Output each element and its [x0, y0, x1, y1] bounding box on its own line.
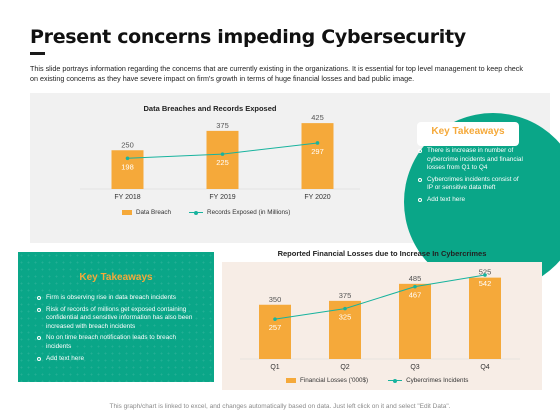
chart1-legend-line-label: Records Exposed (in Millions)	[207, 209, 291, 216]
intro-text: This slide portrays information regardin…	[30, 64, 523, 83]
chart2-line-point-1	[343, 306, 347, 311]
chart1-line-label-0: 198	[121, 162, 134, 171]
chart1-title: Data Breaches and Records Exposed	[143, 104, 277, 113]
chart2-line-label-0: 257	[269, 323, 282, 332]
chart1-bar-2	[301, 123, 334, 189]
chart2-line-label-3: 542	[479, 279, 492, 288]
chart1-tick-label-0: FY 2018	[114, 194, 140, 201]
chart2-plot: 350 Q1 375 Q2 485 Q3 525 Q4 257 325 467 542	[240, 268, 520, 371]
chart2-legend-line-swatch	[388, 378, 403, 383]
chart1-legend-bar-swatch	[122, 210, 132, 215]
chart1-tick-label-2: FY 2020	[304, 194, 330, 201]
chart2-line-label-2: 467	[409, 291, 422, 300]
chart1-legend-bar-label: Data Breach	[136, 209, 172, 216]
list-item: There is increase in number of cybercrim…	[417, 147, 523, 173]
chart2-bar-label-1: 375	[339, 291, 352, 300]
chart1-bar-label-1: 375	[216, 121, 229, 130]
chart1-bar-label-0: 250	[121, 140, 134, 149]
chart2-legend-bar-swatch	[286, 378, 296, 383]
chart2-line-label-1: 325	[339, 313, 352, 322]
chart1-plot: 250 FY 2018 375 FY 2019 425 FY 2020 198 225 297	[80, 113, 360, 201]
chart1-bar-label-2: 425	[311, 113, 324, 122]
title-underline	[30, 52, 45, 55]
chart1-line-label-2: 297	[311, 147, 324, 156]
key-takeaways-left-panel	[18, 252, 214, 382]
chart1-legend: Data Breach Records Exposed (in Millions…	[122, 209, 290, 216]
key-takeaways-left-title: Key Takeaways	[79, 272, 153, 283]
chart1-line-point-0	[125, 156, 130, 161]
chart1-line-point-2	[315, 141, 320, 145]
chart1-line-label-1: 225	[216, 158, 229, 167]
chart1-legend-line-swatch	[189, 210, 204, 215]
key-takeaways-right-title: Key Takeaways	[431, 126, 505, 137]
list-item: Firm is observing rise in data breach in…	[36, 294, 196, 303]
chart2-tick-label-0: Q1	[270, 364, 279, 371]
list-item: Cybercrimes incidents consist of IP or s…	[417, 176, 523, 193]
chart2-legend-line-label: Cybercrimes Incidents	[406, 377, 469, 384]
chart2-bar-label-2: 485	[409, 274, 422, 283]
chart2-line-point-3	[483, 273, 487, 277]
chart2-bar-2	[399, 283, 431, 359]
chart2-legend: Financial Losses ('000$) Cybercrimes Inc…	[286, 377, 468, 384]
key-takeaways-left-list: Firm is observing rise in data breach in…	[36, 294, 196, 366]
chart2-tick-label-1: Q2	[340, 364, 349, 371]
key-takeaways-right-list: There is increase in number of cybercrim…	[417, 147, 523, 208]
chart1-tick-label-1: FY 2019	[209, 194, 235, 201]
chart2-bar-label-0: 350	[269, 295, 282, 304]
chart2-bar-3	[469, 277, 501, 359]
chart2-tick-label-2: Q3	[410, 364, 419, 371]
footer-note: This graph/chart is linked to excel, and…	[109, 403, 451, 410]
chart2-line-point-2	[413, 284, 417, 289]
page-title: Present concerns impeding Cybersecurity	[30, 26, 466, 48]
chart2-title: Reported Financial Losses due to Increas…	[277, 249, 487, 258]
key-takeaways-right-header	[417, 122, 519, 146]
list-item: No on time breach notification leads to …	[36, 334, 196, 351]
list-item: Add text here	[417, 196, 523, 205]
chart2-tick-label-3: Q4	[480, 364, 489, 371]
list-item: Add text here	[36, 355, 196, 364]
list-item: Risk of records of millions get exposed …	[36, 306, 196, 332]
chart2-line-point-0	[273, 317, 277, 321]
chart2-series-line	[274, 274, 486, 320]
chart2-legend-bar-label: Financial Losses ('000$)	[300, 377, 369, 384]
chart1-line-point-1	[220, 152, 225, 156]
chart1-bar-1	[206, 130, 239, 189]
chart2-bar-label-3: 525	[479, 268, 492, 277]
chart2-bar-0	[259, 304, 291, 359]
